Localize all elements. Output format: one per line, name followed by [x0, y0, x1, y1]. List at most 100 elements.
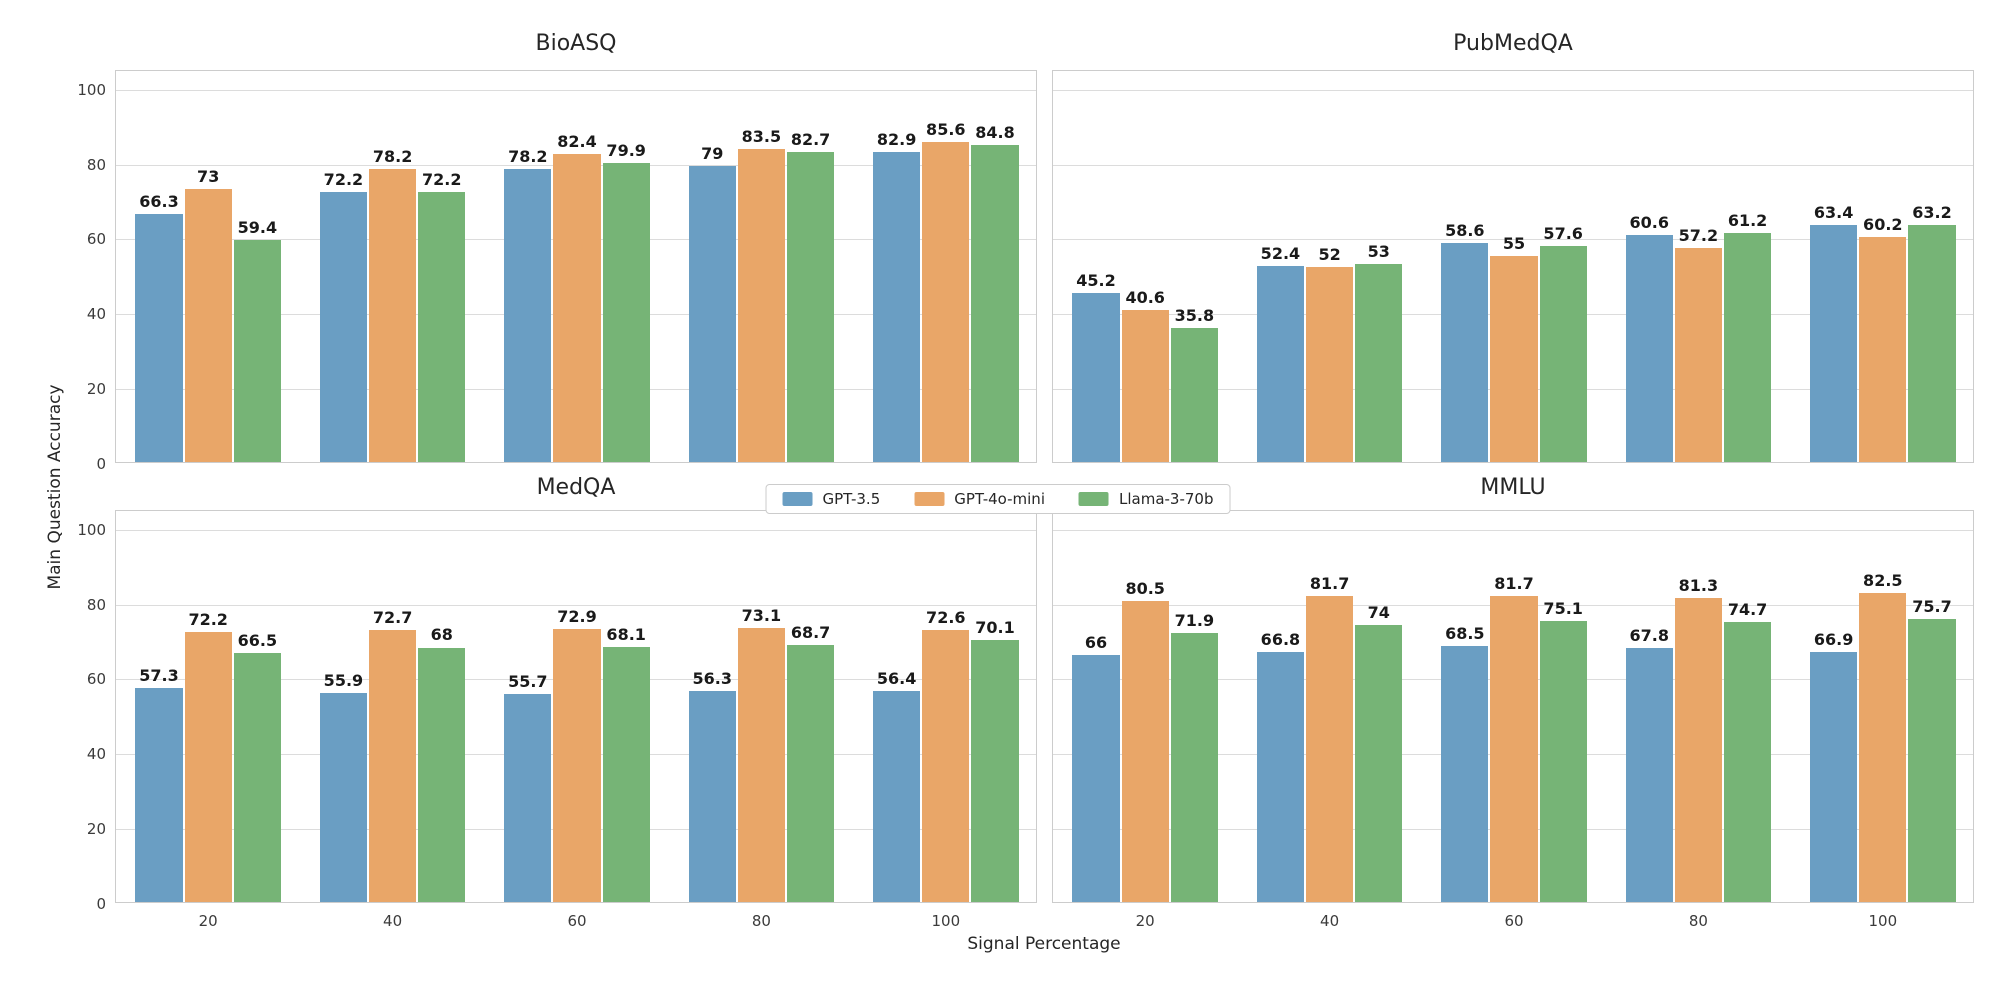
bar-value-label: 72.6 [926, 608, 966, 628]
bar-mmlu-llama-3-70b-60 [1539, 620, 1587, 902]
bar-value-label: 52.4 [1260, 243, 1301, 263]
legend-swatch-icon [1078, 492, 1109, 506]
bar-bioasq-gpt-4o-mini-80 [737, 149, 785, 462]
gridline [1053, 239, 1973, 241]
y-tick-label: 0 [96, 895, 106, 913]
bar-value-label: 55 [1502, 234, 1526, 254]
legend-label: GPT-4o-mini [954, 490, 1045, 508]
bar-mmlu-gpt-3.5-80 [1625, 648, 1673, 902]
bar-mmlu-gpt-4o-mini-80 [1674, 597, 1722, 902]
bar-value-label: 66.3 [139, 191, 179, 211]
gridline [116, 89, 1036, 91]
bar-value-label: 57.2 [1678, 225, 1719, 245]
bar-value-label: 57.6 [1543, 224, 1583, 244]
bar-mmlu-gpt-4o-mini-60 [1490, 596, 1538, 902]
bar-value-label: 74.7 [1727, 600, 1768, 620]
x-tick-label: 20 [198, 912, 218, 930]
bar-bioasq-gpt-3.5-40 [319, 191, 367, 462]
bar-value-label: 78.2 [372, 147, 413, 167]
bar-value-label: 71.9 [1174, 610, 1215, 630]
gridline [1053, 164, 1973, 166]
bar-medqa-gpt-4o-mini-20 [184, 631, 232, 902]
bar-mmlu-gpt-3.5-40 [1256, 651, 1304, 902]
bar-value-label: 56.4 [876, 668, 917, 688]
y-tick-label: 60 [86, 670, 106, 689]
bar-medqa-gpt-3.5-20 [135, 687, 183, 902]
bar-value-label: 82.5 [1863, 571, 1903, 591]
bar-value-label: 84.8 [975, 122, 1015, 142]
y-tick-label: 40 [86, 745, 106, 764]
x-axis-label: Signal Percentage [967, 934, 1121, 954]
bar-value-label: 66 [1084, 632, 1108, 652]
bar-value-label: 73.1 [741, 606, 782, 626]
bar-value-label: 35.8 [1174, 306, 1215, 325]
bar-value-label: 52 [1318, 245, 1341, 265]
y-tick-label: 100 [77, 80, 106, 99]
bar-value-label: 75.7 [1912, 596, 1952, 616]
y-tick-label: 0 [96, 455, 106, 473]
bar-medqa-llama-3-70b-80 [786, 644, 835, 902]
bar-medqa-gpt-4o-mini-40 [369, 629, 417, 902]
bar-value-label: 59.4 [237, 217, 278, 237]
bar-value-label: 72.2 [188, 609, 228, 629]
bar-pubmedqa-gpt-4o-mini-40 [1306, 267, 1354, 462]
legend-swatch-icon [782, 492, 813, 506]
bar-pubmedqa-gpt-3.5-80 [1625, 235, 1673, 462]
x-tick-label: 40 [383, 912, 403, 930]
legend: GPT-3.5 GPT-4o-mini Llama-3-70b [765, 484, 1231, 514]
bar-value-label: 72.2 [323, 169, 364, 189]
bar-medqa-gpt-3.5-100 [873, 690, 921, 902]
legend-item-gpt-4o-mini: GPT-4o-mini [914, 490, 1045, 508]
bar-mmlu-llama-3-70b-20 [1170, 632, 1218, 902]
bar-value-label: 66.9 [1813, 629, 1854, 649]
bar-value-label: 67.8 [1629, 626, 1669, 646]
bar-pubmedqa-gpt-3.5-20 [1072, 292, 1120, 462]
x-tick-label: 80 [751, 912, 771, 930]
bar-value-label: 66.5 [237, 631, 278, 651]
legend-label: Llama-3-70b [1118, 490, 1214, 508]
bar-bioasq-llama-3-70b-100 [971, 144, 1019, 462]
bar-medqa-llama-3-70b-40 [418, 647, 466, 902]
bar-mmlu-gpt-4o-mini-40 [1306, 596, 1354, 902]
bar-pubmedqa-gpt-3.5-40 [1256, 265, 1304, 462]
subplot-title-medqa: MedQA [536, 475, 616, 500]
bar-value-label: 74 [1367, 603, 1390, 623]
bar-value-label: 58.6 [1445, 220, 1485, 240]
bar-value-label: 72.9 [557, 607, 597, 627]
axes-mmlu: MMLU 66 80.5 71.9 20 66.8 81.7 74 40 68.5 81.7 75.1… [1052, 475, 1974, 930]
bar-value-label: 82.4 [557, 131, 597, 151]
bar-medqa-llama-3-70b-20 [233, 653, 281, 902]
bar-value-label: 68.1 [606, 625, 646, 645]
bar-medqa-llama-3-70b-60 [602, 647, 650, 902]
bar-value-label: 63.2 [1912, 203, 1952, 223]
bar-value-label: 66.8 [1260, 629, 1301, 649]
bar-pubmedqa-gpt-4o-mini-20 [1121, 310, 1169, 462]
bar-bioasq-gpt-4o-mini-100 [922, 141, 970, 462]
x-tick-label: 40 [1320, 912, 1340, 930]
bar-mmlu-llama-3-70b-100 [1908, 618, 1956, 902]
bar-value-label: 45.2 [1076, 270, 1116, 290]
bar-value-label: 60.2 [1863, 214, 1903, 234]
y-tick-label: 60 [86, 230, 106, 249]
y-tick-label: 20 [86, 380, 106, 399]
bar-pubmedqa-llama-3-70b-100 [1908, 225, 1956, 462]
legend-item-llama-3-70b: Llama-3-70b [1078, 490, 1214, 508]
bar-value-label: 81.7 [1494, 574, 1534, 594]
x-tick-label: 20 [1135, 912, 1155, 930]
bar-value-label: 68.7 [790, 622, 831, 642]
bar-bioasq-gpt-4o-mini-60 [553, 153, 601, 462]
bar-value-label: 78.2 [508, 147, 548, 167]
bar-value-label: 53 [1367, 241, 1390, 261]
bar-value-label: 55.9 [323, 670, 364, 690]
bar-value-label: 57.3 [139, 665, 179, 685]
x-tick-label: 80 [1688, 912, 1708, 930]
x-tick-label: 60 [1504, 912, 1524, 930]
bar-mmlu-gpt-4o-mini-100 [1859, 593, 1907, 902]
bar-value-label: 81.7 [1309, 574, 1350, 594]
gridline [1053, 529, 1973, 531]
bar-medqa-gpt-4o-mini-100 [922, 630, 970, 902]
bar-value-label: 60.6 [1629, 213, 1669, 233]
bar-mmlu-gpt-3.5-60 [1441, 645, 1489, 902]
bar-value-label: 79 [701, 144, 724, 164]
